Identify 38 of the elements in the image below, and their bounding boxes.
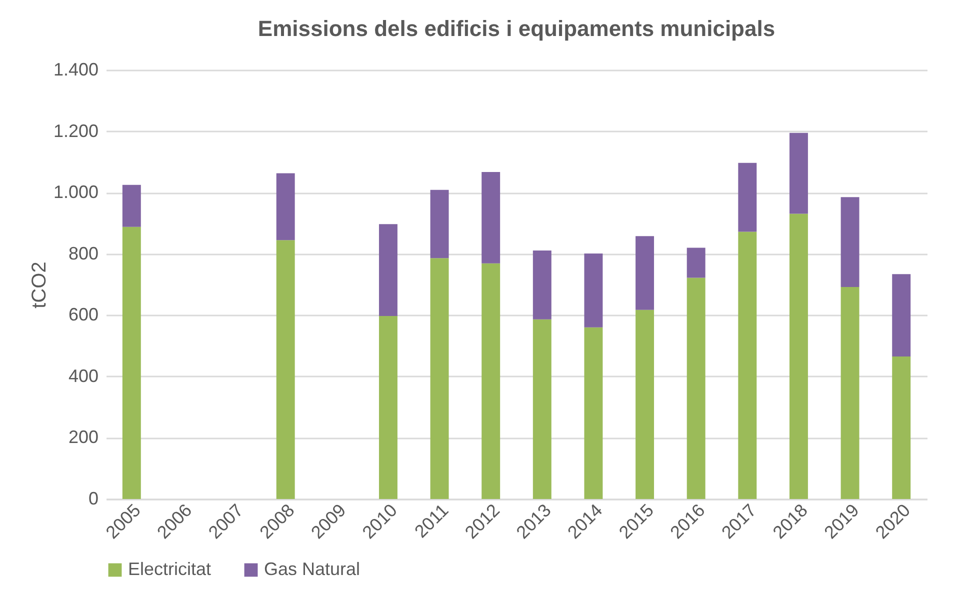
bar [430, 190, 449, 258]
bar [636, 236, 654, 310]
bar [122, 226, 141, 499]
bar [892, 274, 911, 357]
y-tick-label: 400 [68, 366, 98, 386]
bar [584, 254, 603, 328]
bar [840, 286, 860, 499]
bar [789, 132, 808, 214]
bar [532, 319, 552, 499]
bar [482, 172, 500, 264]
bar [892, 356, 911, 499]
y-tick-label: 1.400 [53, 60, 98, 80]
bar [276, 240, 295, 499]
bar [482, 263, 500, 499]
bar [738, 232, 757, 499]
chart-title: Emissions dels edificis i equipaments municipals [258, 16, 776, 41]
bar [122, 184, 141, 227]
y-tick-label: 0 [88, 488, 98, 508]
legend-label: Electricitat [128, 559, 212, 579]
y-tick-label: 800 [68, 243, 98, 264]
y-axis-title: tCO2 [28, 262, 50, 308]
y-tick-label: 600 [68, 304, 98, 325]
bar [276, 173, 295, 240]
y-tick-label: 1.200 [53, 120, 98, 141]
bar [430, 258, 449, 499]
bar [378, 316, 398, 499]
bar [686, 278, 706, 499]
bar [584, 327, 603, 499]
bar [532, 250, 552, 320]
bar [840, 197, 860, 287]
bar [636, 310, 654, 499]
bar [789, 214, 808, 499]
y-tick-label: 200 [68, 427, 98, 448]
bar [686, 248, 706, 278]
bar [738, 162, 757, 232]
y-tick-label: 1.000 [53, 182, 98, 202]
legend-label: Gas Natural [264, 559, 360, 579]
bar [378, 224, 398, 316]
